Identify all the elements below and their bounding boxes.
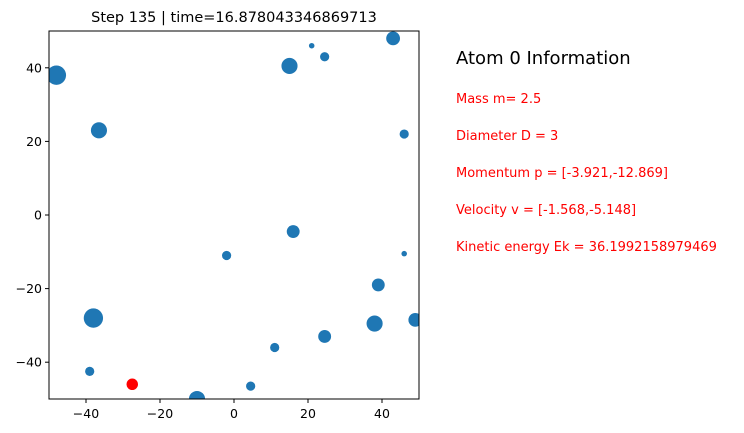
x-tick-label: 40 [374,406,390,421]
atom-point-9 [222,250,232,261]
atom-point-11 [371,278,385,292]
atom-point-7 [399,129,409,139]
x-tick-label: 20 [300,406,316,421]
atom-point-4 [281,57,298,75]
chart-title: Step 135 | time=16.878043346869713 [91,10,377,26]
atom-point-6 [90,122,107,139]
x-tick-label: −40 [73,406,99,421]
atom-info-title: Atom 0 Information [456,48,631,69]
atom-point-10 [401,250,407,257]
y-tick-label: 40 [26,60,42,75]
atom-point-12 [83,308,104,328]
atom-point-15 [318,330,332,343]
atom-point-1 [386,31,400,46]
atom-point-19 [188,390,206,399]
y-tick-label: −40 [16,355,42,370]
atom-mass-text: Mass m= 2.5 [456,92,542,107]
atom-point-8 [286,225,300,238]
atom-point-2 [308,42,315,49]
atom-kinetic-energy-text: Kinetic energy Ek = 36.1992158979469 [456,240,717,255]
atom-point-5 [49,65,67,85]
y-tick-label: 20 [26,134,42,149]
y-tick-label: 0 [34,208,42,223]
atom-0-point [126,378,138,391]
atom-point-14 [408,312,419,327]
atom-diameter-text: Diameter D = 3 [456,129,559,144]
y-tick-label: −20 [16,281,42,296]
atom-point-18 [246,381,256,391]
plot-frame [48,30,420,400]
atom-point-17 [85,366,95,376]
atom-point-3 [320,52,330,62]
scatter-plot: Step 135 | time=16.878043346869713 −40 −2… [16,10,420,421]
atom-point-13 [366,315,383,332]
atom-momentum-text: Momentum p = [-3.921,-12.869] [456,166,668,181]
x-tick-label: 0 [230,406,238,421]
atom-point-16 [270,342,280,353]
x-tick-label: −20 [147,406,173,421]
atom-velocity-text: Velocity v = [-1.568,-5.148] [456,203,637,218]
